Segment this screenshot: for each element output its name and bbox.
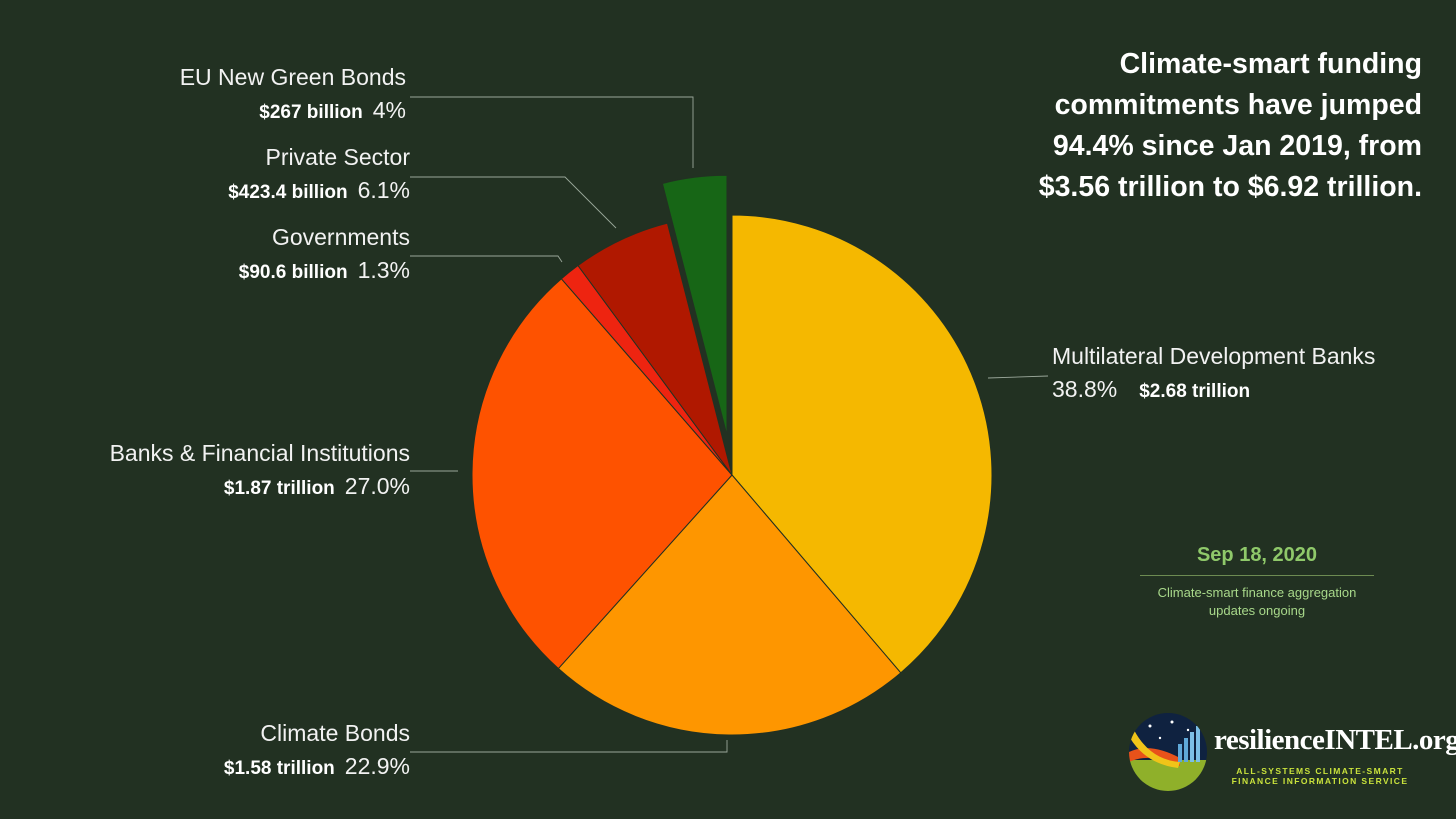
label-eu-new-green-bonds: EU New Green Bonds $267 billion 4% — [180, 64, 406, 124]
update-date: Sep 18, 2020 — [1196, 544, 1318, 566]
pie-slices — [471, 174, 993, 736]
headline: Climate-smart funding commitments have j… — [902, 44, 1422, 208]
slice-amount: $267 billion — [259, 102, 363, 123]
slice-name: EU New Green Bonds — [179, 64, 406, 90]
slice-amount: $1.58 trillion — [223, 758, 335, 779]
headline-line-3: 94.4% since Jan 2019, from — [1052, 130, 1422, 162]
resilienceintel-logo-graphic — [1129, 713, 1207, 791]
pie-slice-multilateral-development-banks — [731, 214, 993, 674]
slice-amount: $423.4 billion — [228, 182, 348, 203]
leader-line — [410, 176, 617, 229]
brand-tagline: ALL-SYSTEMS CLIMATE-SMART FINANCE INFORM… — [1218, 766, 1422, 786]
pie-slice-eu-new-green-bonds — [661, 174, 728, 436]
brand-tagline-line-2: FINANCE INFORMATION SERVICE — [1231, 776, 1409, 786]
divider — [1140, 575, 1374, 576]
slice-amount: $2.68 trillion — [1139, 381, 1251, 402]
slice-amount: $90.6 billion — [238, 262, 348, 283]
leader-line — [410, 255, 563, 263]
slice-name: Climate Bonds — [260, 720, 410, 746]
label-multilateral-development-banks: Multilateral Development Banks 38.8% $2.6… — [1052, 343, 1375, 403]
slice-percent: 6.1% — [357, 177, 410, 203]
headline-line-2: commitments have jumped — [1054, 89, 1422, 121]
pie-slice-banks-financial-institutions — [471, 278, 733, 670]
headline-line-4: $3.56 trillion to $6.92 trillion. — [1038, 171, 1422, 203]
leader-line — [410, 740, 728, 753]
slice-name: Banks & Financial Institutions — [109, 440, 410, 466]
headline-line-1: Climate-smart funding — [1119, 48, 1422, 80]
label-governments: Governments $90.6 billion 1.3% — [239, 224, 410, 284]
slice-percent: 38.8% — [1052, 376, 1118, 402]
update-note-line-2: updates ongoing — [1208, 603, 1306, 618]
label-connectors — [410, 96, 1049, 753]
slice-name: Governments — [271, 224, 410, 250]
update-note-line-1: Climate-smart finance aggregation — [1157, 585, 1357, 600]
leader-line — [410, 96, 694, 168]
brand: resilienceINTEL.org ALL-SYSTEMS CLIMATE-… — [1128, 710, 1456, 790]
brand-name: resilienceINTEL.org — [1214, 724, 1456, 756]
slice-percent: 1.3% — [357, 257, 410, 283]
brand-tagline-line-1: ALL-SYSTEMS CLIMATE-SMART — [1236, 766, 1404, 776]
slice-name: Multilateral Development Banks — [1052, 343, 1376, 369]
slice-amount: $1.87 trillion — [223, 478, 335, 499]
pie-slice-climate-bonds — [557, 474, 902, 736]
slice-percent: 4% — [372, 97, 406, 123]
label-private-sector: Private Sector $423.4 billion 6.1% — [228, 144, 410, 204]
slice-percent: 27.0% — [344, 473, 410, 499]
slice-name: Private Sector — [265, 144, 410, 170]
leader-line — [987, 375, 1049, 379]
slice-percent: 22.9% — [344, 753, 410, 779]
label-banks-financial-institutions: Banks & Financial Institutions $1.87 tri… — [110, 440, 410, 500]
pie-slice-private-sector — [577, 222, 733, 476]
update-info: Sep 18, 2020 Climate-smart finance aggre… — [1140, 544, 1374, 620]
label-climate-bonds: Climate Bonds $1.58 trillion 22.9% — [224, 720, 410, 780]
